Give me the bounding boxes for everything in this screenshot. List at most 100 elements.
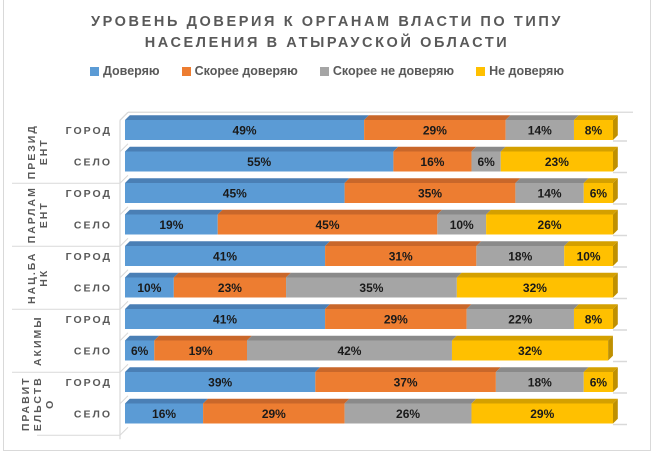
bar-segment-top (247, 335, 457, 341)
bar-segment (125, 340, 155, 361)
axis-tick (119, 426, 129, 436)
data-label: 26% (396, 407, 420, 421)
data-label: 41% (213, 250, 237, 264)
bar-segment-top (125, 335, 160, 341)
data-label: 6% (131, 344, 149, 358)
bar-segment (466, 309, 574, 329)
data-label: 16% (152, 407, 176, 421)
chart-title: УРОВЕНЬ ДОВЕРИЯ К ОРГАНАМ ВЛАСТИ ПО ТИПУ… (0, 12, 654, 54)
chart-title-line-1: УРОВЕНЬ ДОВЕРИЯ К ОРГАНАМ ВЛАСТИ ПО ТИПУ (90, 14, 564, 30)
bar-segment-top (344, 178, 521, 183)
data-label: 18% (528, 376, 552, 390)
bar-segment (505, 120, 574, 140)
axis-tick (119, 174, 129, 184)
data-label: 10% (450, 218, 474, 232)
chart-legend: Доверяю Скорее доверяю Скорее не доверяю… (0, 64, 654, 78)
data-label: 6% (477, 155, 495, 169)
bar-segment-top (325, 241, 482, 246)
bar-segment (315, 372, 496, 392)
legend-swatch-distrust (476, 66, 486, 76)
axis-tick (119, 395, 129, 405)
data-label: 35% (418, 187, 442, 201)
bar-segment-top (495, 367, 589, 372)
bar-segment (471, 403, 613, 424)
bar-segment (125, 151, 394, 172)
bar-segment-top (154, 335, 252, 341)
legend-label-trust: Доверяю (102, 64, 160, 78)
bar-segment (583, 183, 613, 203)
bar-segment (125, 309, 326, 329)
data-label: 49% (233, 124, 257, 138)
bar-segment-top (476, 241, 569, 246)
group-label: О (44, 399, 56, 409)
data-label: 32% (518, 344, 542, 358)
data-label: 14% (538, 187, 562, 201)
bar-segment (247, 340, 452, 361)
data-label: 39% (208, 376, 232, 390)
data-label: 8% (585, 313, 603, 327)
legend-label-rather-distrust: Скорее не доверяю (332, 64, 455, 78)
bar-segment-top (486, 209, 618, 215)
bar-segment-top (471, 398, 618, 404)
bar-segment (325, 246, 477, 266)
bar-segment-top (217, 209, 443, 215)
row-label: СЕЛО (74, 283, 112, 295)
bar-segment-top (125, 178, 350, 183)
bar-segment (573, 120, 613, 140)
bar-segment-top (315, 367, 501, 372)
data-label: 31% (389, 250, 413, 264)
group-label: ЕНТ (38, 201, 50, 228)
legend-item-trust[interactable]: Доверяю (89, 64, 160, 78)
legend-label-distrust: Не доверяю (489, 64, 565, 78)
bar-segment (344, 403, 472, 424)
group-label: ПРЕЗИД (26, 124, 38, 179)
bar-segment-side (613, 178, 618, 203)
data-label: 45% (223, 187, 247, 201)
axis-tick (119, 206, 129, 216)
bar-segment (203, 403, 345, 424)
bar-segment (437, 214, 487, 235)
bar-segment (173, 277, 287, 298)
bar-segment-top (505, 115, 579, 120)
legend-item-distrust[interactable]: Не доверяю (476, 64, 564, 78)
bar-segment (456, 277, 613, 298)
bar-segment (495, 372, 584, 392)
bar-segment-top (471, 146, 506, 152)
data-label: 55% (247, 155, 271, 169)
bar-segment-top (125, 241, 330, 246)
bar-segment-top (515, 178, 589, 183)
legend-swatch-rather-distrust (319, 66, 329, 76)
bar-segment-top (203, 398, 350, 404)
bar-segment (564, 246, 613, 266)
bar-segment-side (613, 398, 618, 424)
axis-tick (119, 332, 129, 342)
bar-segment (515, 183, 584, 203)
bar-segment-top (125, 272, 179, 278)
bar-segment-top (573, 115, 618, 120)
row-label: ГОРОД (66, 251, 112, 263)
axis-tick (119, 300, 129, 310)
data-label: 45% (316, 218, 340, 232)
group-label: ПРАВИТ (20, 376, 32, 431)
legend-item-rather-trust[interactable]: Скорее доверяю (181, 64, 298, 78)
bar-segment-side (613, 304, 618, 329)
data-label: 19% (189, 344, 213, 358)
bar-segment (471, 151, 501, 172)
bar-segment (500, 151, 613, 172)
bar-segment-side (613, 115, 618, 140)
bar-segment-side (608, 335, 613, 361)
legend-item-rather-distrust[interactable]: Скорее не доверяю (319, 64, 455, 78)
data-label: 41% (213, 313, 237, 327)
axis-tick (119, 269, 129, 279)
data-label: 29% (423, 124, 447, 138)
bar-segment (125, 277, 174, 298)
bar-segment-top (364, 115, 511, 120)
bar-segment-top (173, 272, 291, 278)
bar-segment-top (466, 304, 579, 309)
legend-swatch-rather-trust (181, 66, 191, 76)
bar-segment-top (125, 304, 330, 309)
data-label: 37% (394, 376, 418, 390)
data-label: 29% (530, 407, 554, 421)
bar-segment-top (125, 209, 223, 215)
